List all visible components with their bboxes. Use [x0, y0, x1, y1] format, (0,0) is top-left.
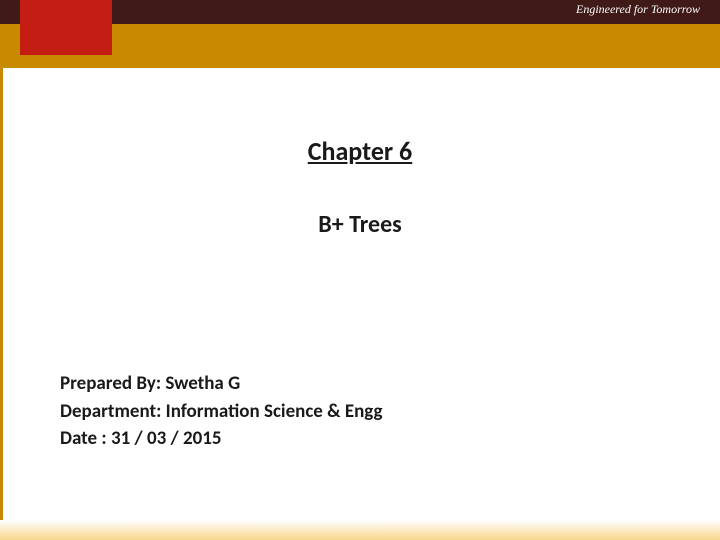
- tagline-text: Engineered for Tomorrow: [576, 2, 700, 17]
- subject-title: B+ Trees: [0, 210, 720, 239]
- date-label: Date :: [60, 427, 107, 450]
- footer-gradient: [0, 520, 720, 540]
- date-value: 31 / 03 / 2015: [111, 427, 222, 450]
- department-value: Information Science & Engg: [166, 400, 383, 423]
- department-line: Department: Information Science & Engg: [60, 398, 382, 426]
- accent-square: [20, 0, 112, 55]
- prepared-by-label: Prepared By:: [60, 372, 161, 395]
- department-label: Department:: [60, 400, 161, 423]
- chapter-title: Chapter 6: [0, 135, 720, 167]
- info-block: Prepared By: Swetha G Department: Inform…: [60, 370, 382, 453]
- date-line: Date : 31 / 03 / 2015: [60, 425, 382, 453]
- prepared-by-value: Swetha G: [165, 372, 240, 395]
- prepared-by-line: Prepared By: Swetha G: [60, 370, 382, 398]
